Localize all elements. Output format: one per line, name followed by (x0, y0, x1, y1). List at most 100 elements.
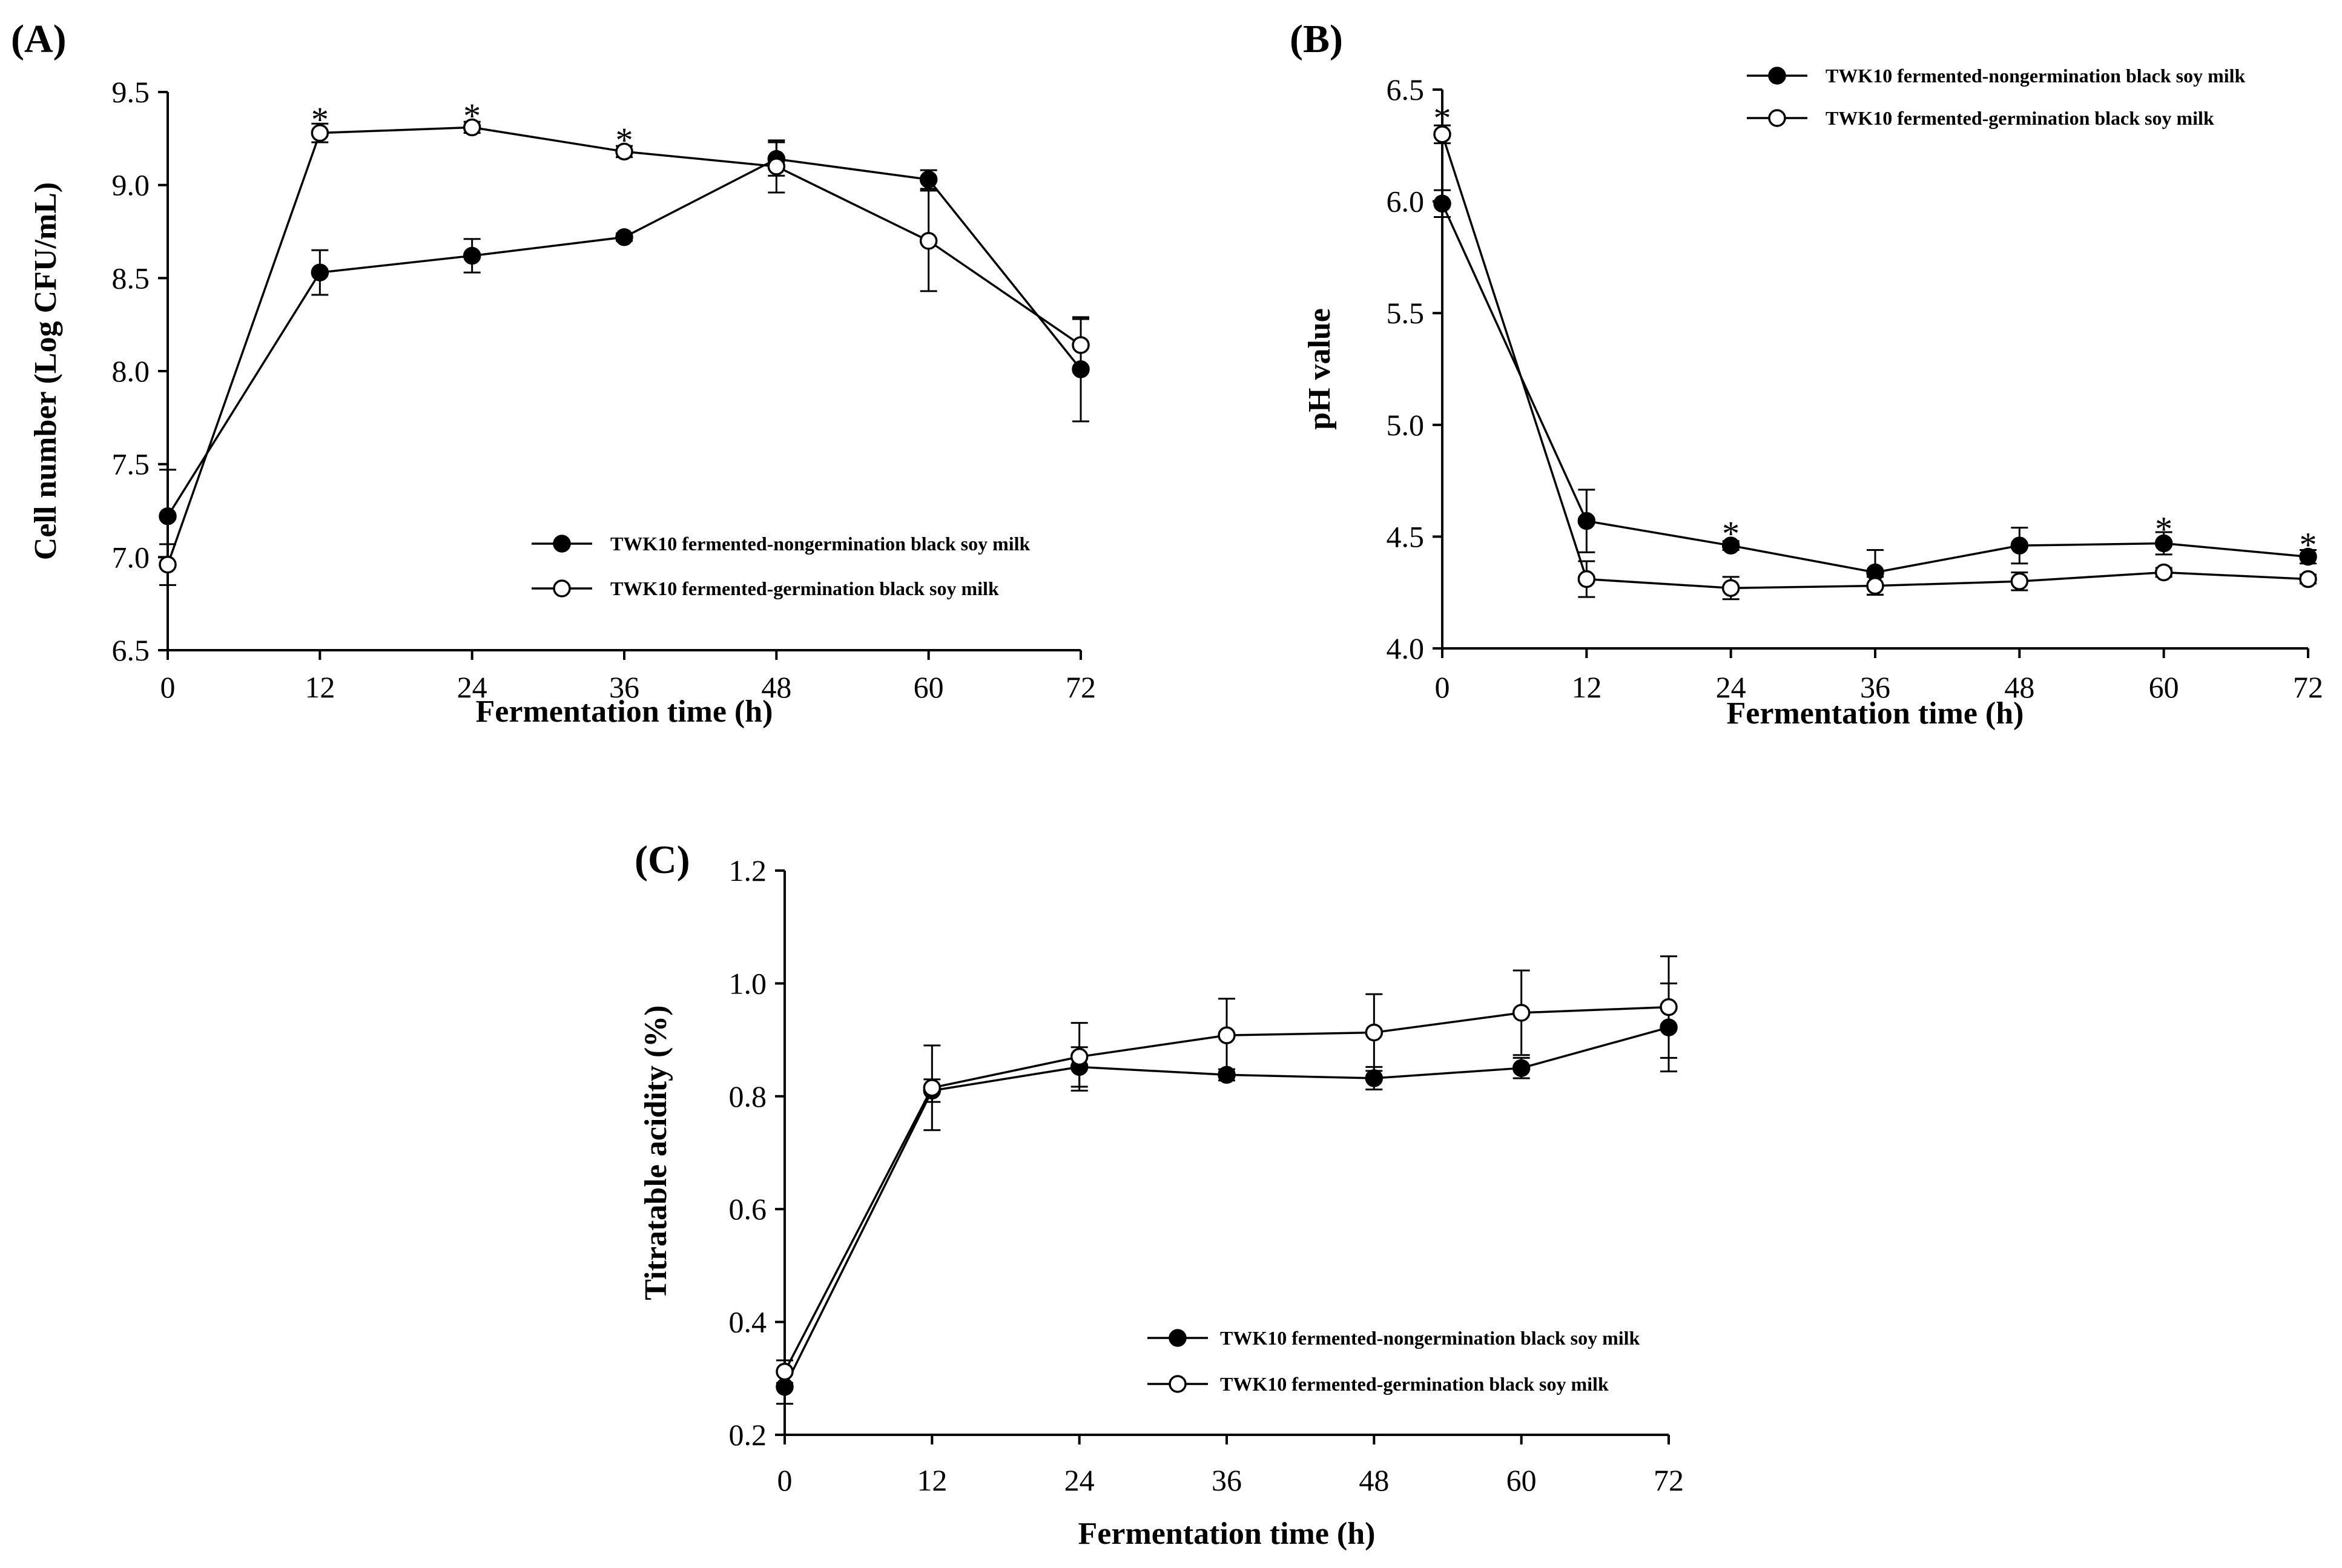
data-point (1721, 579, 1740, 598)
data-point (767, 157, 786, 176)
x-tick-label: 36 (1860, 670, 1890, 704)
data-point (615, 228, 633, 246)
y-tick-label: 5.0 (1387, 408, 1425, 442)
data-point (1218, 1026, 1236, 1044)
legend-label: TWK10 fermented-nongermination black soy… (610, 533, 1031, 555)
significance-marker: * (616, 120, 633, 160)
data-point (923, 1079, 942, 1097)
data-point (919, 170, 938, 189)
data-point (2299, 547, 2317, 566)
chart-panel-1: (A) 6.5 7.0 7.5 8.0 8.5 9.0 9.5 0 12 24 36 48 60 72 Fer… (11, 17, 1096, 729)
panel-letter: (A) (11, 17, 67, 61)
legend: TWK10 fermented-nongermination black soy… (1747, 65, 2246, 129)
data-point (2010, 536, 2029, 555)
series-line (1441, 203, 2309, 574)
significance-marker: * (311, 100, 329, 139)
chart-panel-2: (B) 4.0 4.5 5.0 5.5 6.0 6.5 0 12 24 36 48 60 72 Fermen… (1290, 17, 2323, 731)
legend-label: TWK10 fermented-nongermination black soy… (1220, 1327, 1640, 1349)
data-point (1512, 1004, 1531, 1022)
legend-marker (553, 579, 571, 598)
x-axis-title: Fermentation time (h) (1727, 696, 2024, 731)
data-point (2154, 534, 2173, 553)
data-point (159, 507, 177, 525)
x-tick-label: 72 (1066, 670, 1096, 704)
x-tick-label: 24 (1716, 670, 1746, 704)
y-tick-label: 8.5 (112, 261, 150, 295)
y-axis-title: Titratable acidity (%) (639, 1005, 673, 1300)
data-point (2154, 563, 2173, 582)
y-tick-label: 0.6 (729, 1192, 767, 1226)
y-tick-label: 0.8 (729, 1079, 767, 1113)
y-tick-label: 6.5 (1387, 73, 1425, 107)
x-tick-label: 48 (1359, 1463, 1389, 1497)
series-nongermination (159, 141, 1090, 564)
legend-label: TWK10 fermented-nongermination black soy… (1826, 65, 2246, 87)
x-tick-label: 60 (1506, 1463, 1537, 1497)
data-point (1721, 536, 1740, 555)
y-tick-label: 6.0 (1387, 185, 1425, 219)
data-point (1070, 1047, 1089, 1066)
legend-label: TWK10 fermented-germination black soy mi… (610, 578, 999, 599)
significance-marker: * (463, 96, 481, 136)
data-point (1660, 998, 1678, 1016)
series-germination (776, 955, 1678, 1384)
y-tick-label: 6.5 (112, 633, 150, 667)
y-tick-label: 0.2 (729, 1418, 767, 1452)
y-tick-label: 9.5 (112, 75, 150, 109)
data-point (919, 232, 938, 250)
data-point (1577, 570, 1596, 588)
data-point (1433, 125, 1451, 143)
x-tick-label: 12 (917, 1463, 947, 1497)
data-point (463, 246, 481, 265)
data-point (2010, 572, 2029, 590)
legend-label: TWK10 fermented-germination black soy mi… (1220, 1373, 1609, 1395)
legend-marker (553, 535, 571, 553)
x-tick-label: 0 (1435, 670, 1450, 704)
x-tick-label: 0 (777, 1463, 793, 1497)
data-point (311, 124, 329, 142)
significance-marker: * (2300, 525, 2317, 564)
series-germination (159, 118, 1090, 586)
data-point (615, 142, 633, 161)
y-tick-label: 1.2 (729, 854, 767, 888)
x-axis-title: Fermentation time (h) (1078, 1517, 1376, 1551)
legend-label: TWK10 fermented-germination black soy mi… (1826, 107, 2214, 129)
y-tick-label: 9.0 (112, 168, 150, 202)
series-nongermination (1433, 189, 2317, 596)
x-tick-label: 24 (457, 670, 487, 704)
data-point (1866, 576, 1884, 595)
y-tick-label: 5.5 (1387, 296, 1425, 330)
y-axis-title: Cell number (Log CFU/mL) (28, 182, 63, 560)
y-tick-label: 8.0 (112, 354, 150, 388)
x-tick-label: 60 (2149, 670, 2179, 704)
chart-panel-3: (C) 0.2 0.4 0.6 0.8 1.0 1.2 0 12 24 36 48 60 72 Fermen… (635, 838, 1684, 1551)
data-point (159, 555, 177, 574)
x-axis-title: Fermentation time (h) (476, 694, 773, 729)
series-line (167, 126, 1081, 565)
data-point (1512, 1059, 1531, 1077)
legend-marker (1768, 67, 1786, 85)
x-tick-label: 48 (2004, 670, 2034, 704)
x-tick-label: 0 (160, 670, 176, 704)
y-tick-label: 7.5 (112, 447, 150, 481)
x-tick-label: 48 (761, 670, 791, 704)
y-axis-title: pH value (1302, 308, 1337, 430)
panel-letter: (C) (635, 838, 690, 882)
x-tick-label: 12 (305, 670, 335, 704)
legend-marker (1169, 1329, 1187, 1347)
x-tick-label: 12 (1571, 670, 1601, 704)
significance-marker: * (1722, 514, 1740, 553)
y-tick-label: 7.0 (112, 540, 150, 574)
series-line (1441, 134, 2309, 590)
x-tick-label: 36 (609, 670, 639, 704)
legend: TWK10 fermented-nongermination black soy… (1147, 1327, 1640, 1395)
data-point (1365, 1069, 1384, 1087)
x-tick-label: 24 (1064, 1463, 1095, 1497)
x-tick-label: 60 (914, 670, 944, 704)
x-tick-label: 72 (1654, 1463, 1684, 1497)
data-point (1577, 512, 1596, 530)
data-point (1365, 1023, 1384, 1042)
y-tick-label: 4.5 (1387, 519, 1425, 553)
y-tick-label: 0.4 (729, 1305, 767, 1339)
